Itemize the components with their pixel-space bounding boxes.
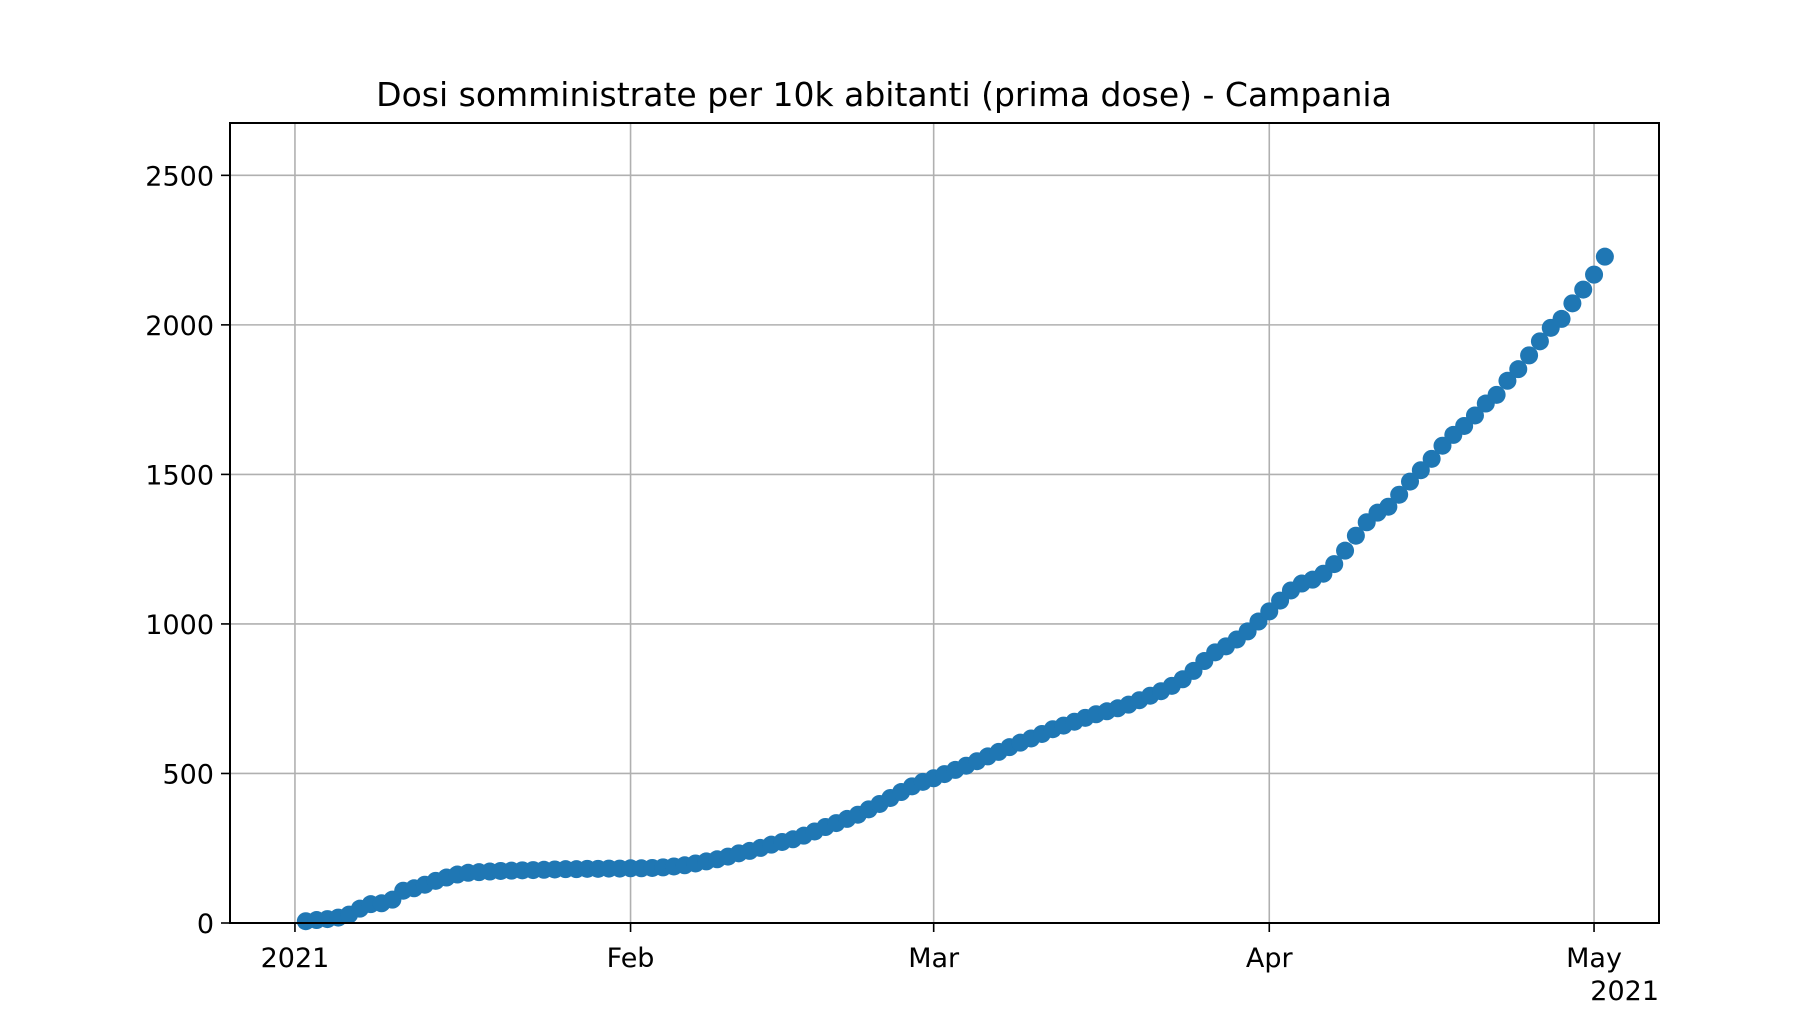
data-point <box>1552 309 1571 328</box>
data-point <box>1574 280 1593 299</box>
data-point <box>1595 247 1614 266</box>
tick-layer: 0 500 1000 1500 2000 2500 2021 Feb Mar Apr May <box>145 161 1622 974</box>
data-point <box>1585 265 1604 284</box>
data-point <box>1390 485 1409 504</box>
data-point <box>1422 449 1441 468</box>
data-point <box>1336 541 1355 560</box>
y-tick-label: 2500 <box>145 161 214 192</box>
data-point <box>1530 332 1549 351</box>
plot-frame <box>229 122 1660 924</box>
y-tick-label: 2000 <box>145 311 214 342</box>
x-axis-offset-label: 2021 <box>1590 976 1659 1007</box>
x-tick-label: Feb <box>607 943 655 974</box>
x-tick-label: Mar <box>908 943 960 974</box>
y-tick-label: 500 <box>162 759 214 790</box>
x-tick-label: Apr <box>1246 943 1294 974</box>
data-point <box>1411 461 1430 480</box>
data-point <box>1379 497 1398 516</box>
y-tick-label: 0 <box>197 909 214 940</box>
y-tick-label: 1500 <box>145 460 214 491</box>
chart-title: Dosi somministrate per 10k abitanti (pri… <box>376 75 1392 114</box>
data-point <box>1465 406 1484 425</box>
grid-layer <box>230 123 1659 924</box>
y-tick-label: 1000 <box>145 610 214 641</box>
x-tick-label: May <box>1566 943 1622 974</box>
data-point <box>1401 472 1420 491</box>
data-point <box>1325 555 1344 574</box>
data-points <box>296 247 1614 931</box>
data-point <box>1346 526 1365 545</box>
data-point <box>1520 346 1539 365</box>
data-point <box>1498 371 1517 390</box>
data-point <box>1563 294 1582 313</box>
data-point <box>1509 360 1528 379</box>
data-point <box>1487 385 1506 404</box>
x-tick-label: 2021 <box>261 943 330 974</box>
